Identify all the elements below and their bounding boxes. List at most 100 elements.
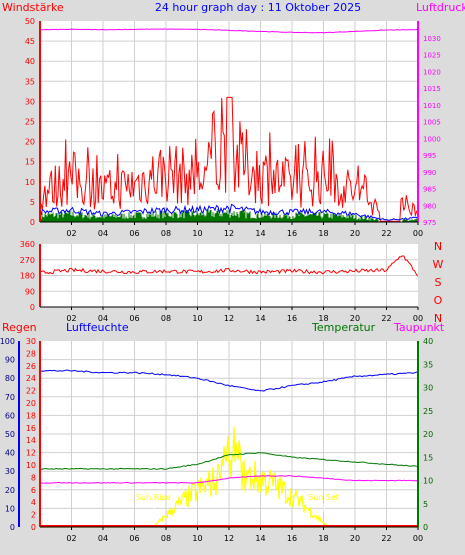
climate-panel-xtick-label: 16 [287, 534, 297, 543]
climate-panel-xtick-label: 18 [318, 534, 328, 543]
direction-y-tick-label: 0 [30, 303, 35, 312]
wind-y-tick-label: 15 [25, 158, 35, 167]
climate-panel-xtick-label: 04 [98, 534, 108, 543]
pressure-y-tick-label: 1005 [423, 119, 441, 127]
rain-y-tick-label: 24 [26, 374, 36, 383]
pressure-y-tick-label: 1015 [423, 85, 441, 93]
temperature-y-tick-label: 15 [423, 453, 433, 462]
wind-y-tick-label: 5 [30, 198, 35, 207]
temperature-y-tick-label: 10 [423, 477, 433, 486]
climate-panel-xtick-label: 00 [413, 534, 423, 543]
climate-panel-xtick-label: 02 [66, 534, 76, 543]
humidity-y-tick-label: 80 [5, 374, 15, 383]
rain-y-tick-label: 4 [31, 498, 36, 507]
sunset-label: Sun Set [308, 493, 339, 502]
climate-panel-xtick-label: 08 [161, 534, 171, 543]
humidity-y-tick-label: 10 [5, 504, 15, 513]
pressure-y-tick-label: 980 [423, 202, 436, 210]
humidity-y-tick-label: 100 [0, 337, 15, 346]
wind-panel-xtick-label: 18 [318, 229, 328, 238]
wind-y-tick-label: 45 [25, 37, 35, 46]
wind-panel-xtick-label: 20 [350, 229, 360, 238]
taupunkt-label: Taupunkt [393, 321, 445, 334]
climate-panel-xtick-label: 22 [381, 534, 391, 543]
dewpoint-line [39, 475, 419, 484]
humidity-y-tick-label: 20 [5, 486, 15, 495]
dir-letter-n: N [434, 240, 442, 253]
rain-y-tick-label: 18 [26, 411, 36, 420]
wind-direction-line [40, 255, 418, 277]
rain-y-tick-label: 8 [31, 473, 36, 482]
direction-panel-xtick-label: 14 [255, 314, 265, 323]
temperature-y-tick-label: 30 [423, 384, 433, 393]
direction-panel-xtick-label: 12 [224, 314, 234, 323]
temperature-y-tick-label: 40 [423, 337, 433, 346]
wind-panel-xtick-label: 16 [287, 229, 297, 238]
wind-panel-xtick-label: 06 [129, 229, 139, 238]
pressure-y-tick-label: 1025 [423, 52, 441, 60]
humidity-y-tick-label: 40 [5, 449, 15, 458]
temperature-y-tick-label: 5 [423, 500, 428, 509]
rain-y-tick-label: 16 [26, 424, 36, 433]
wind-y-tick-label: 0 [30, 218, 35, 227]
dir-letter-n2: N [434, 312, 442, 325]
direction-panel-xtick-label: 20 [350, 314, 360, 323]
humidity-y-tick-label: 90 [5, 356, 15, 365]
wind-panel-xtick-label: 08 [161, 229, 171, 238]
direction-panel-xtick-label: 10 [192, 314, 202, 323]
direction-panel-xtick-label: 04 [98, 314, 108, 323]
rain-y-tick-label: 28 [26, 349, 36, 358]
wind-panel-xtick-label: 14 [255, 229, 265, 238]
humidity-y-tick-label: 30 [5, 467, 15, 476]
direction-y-tick-label: 360 [20, 240, 35, 249]
direction-y-tick-label: 180 [20, 272, 35, 281]
rain-y-tick-label: 12 [26, 449, 36, 458]
wind-y-tick-label: 20 [25, 138, 35, 147]
pressure-y-tick-label: 1000 [423, 135, 441, 143]
pressure-y-tick-label: 1020 [423, 68, 441, 76]
temperature-y-tick-label: 25 [423, 407, 433, 416]
rain-y-tick-label: 2 [31, 511, 36, 520]
luftfeuchte-label: Luftfeuchte [66, 321, 129, 334]
wind-gust-line [40, 96, 418, 222]
wind-y-tick-label: 30 [25, 97, 35, 106]
wind-panel-xtick-label: 12 [224, 229, 234, 238]
temperature-y-tick-label: 35 [423, 360, 433, 369]
rain-y-tick-label: 22 [26, 387, 36, 396]
wind-y-tick-label: 50 [25, 17, 35, 26]
humidity-y-tick-label: 70 [5, 393, 15, 402]
climate-panel-xtick-label: 10 [192, 534, 202, 543]
wind-y-tick-label: 35 [25, 77, 35, 86]
wind-panel-xtick-label: 04 [98, 229, 108, 238]
pressure-y-tick-label: 1010 [423, 102, 441, 110]
wind-panel-xtick-label: 22 [381, 229, 391, 238]
rain-y-tick-label: 6 [31, 486, 36, 495]
windstaerke-title: Windstärke [2, 1, 64, 14]
humidity-y-tick-label: 60 [5, 411, 15, 420]
temperature-y-tick-label: 0 [423, 523, 428, 532]
humidity-y-tick-label: 0 [10, 523, 15, 532]
dir-letter-w: W [433, 258, 444, 271]
rain-y-tick-label: 30 [26, 337, 36, 346]
climate-panel-xtick-label: 12 [224, 534, 234, 543]
temperatur-label: Temperatur [311, 321, 376, 334]
climate-panel-xtick-label: 20 [350, 534, 360, 543]
direction-panel-xtick-label: 00 [413, 314, 423, 323]
dir-letter-o: O [434, 294, 443, 307]
climate-panel-xtick-label: 06 [129, 534, 139, 543]
chart-title: 24 hour graph day : 11 Oktober 2025 [155, 1, 361, 14]
rain-y-tick-label: 14 [26, 436, 36, 445]
regen-label: Regen [2, 321, 37, 334]
pressure-y-tick-label: 985 [423, 186, 436, 194]
direction-panel-xtick-label: 18 [318, 314, 328, 323]
dir-letter-s: S [435, 276, 442, 289]
rain-y-tick-label: 10 [26, 461, 36, 470]
luftdruck-title: Luftdruck [416, 1, 465, 14]
pressure-y-tick-label: 975 [423, 219, 436, 227]
direction-panel-xtick-label: 16 [287, 314, 297, 323]
direction-panel-xtick-label: 08 [161, 314, 171, 323]
direction-y-tick-label: 90 [25, 287, 35, 296]
direction-panel-xtick-label: 02 [66, 314, 76, 323]
pressure-y-tick-label: 1030 [423, 35, 441, 43]
